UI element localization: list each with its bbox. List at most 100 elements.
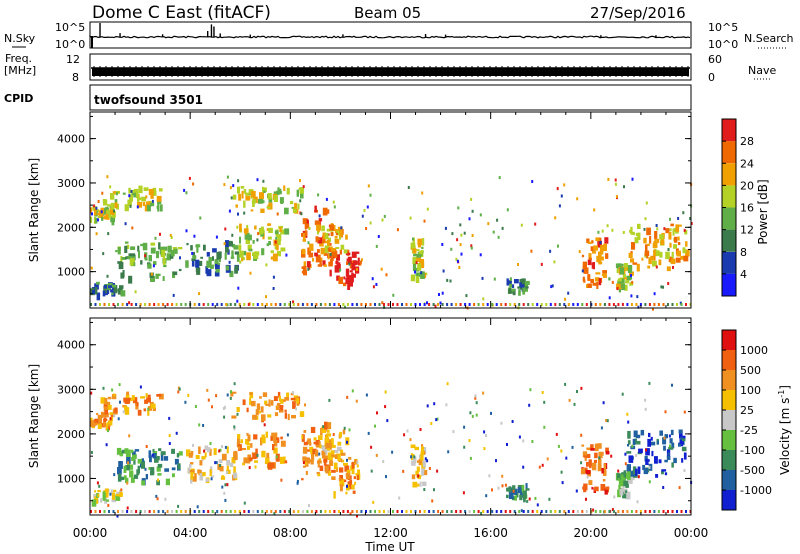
power-cell bbox=[276, 234, 280, 238]
velocity-ytick-label: 2000 bbox=[57, 428, 85, 441]
power-cell bbox=[612, 303, 615, 306]
power-cell bbox=[592, 262, 595, 270]
velocity-cell bbox=[291, 415, 296, 419]
power-cell bbox=[252, 200, 255, 207]
velocity-cell bbox=[360, 510, 363, 513]
velocity-colorbar-tick-label: -1000 bbox=[740, 484, 772, 497]
velocity-cell bbox=[414, 446, 419, 451]
velocity-cell bbox=[471, 414, 474, 418]
velocity-cell bbox=[230, 391, 234, 397]
velocity-cell bbox=[459, 510, 462, 513]
velocity-cell bbox=[580, 386, 583, 390]
power-cell bbox=[270, 250, 274, 254]
power-cell bbox=[162, 276, 165, 281]
velocity-cell bbox=[141, 458, 144, 463]
velocity-cell bbox=[663, 436, 666, 440]
power-cell bbox=[166, 303, 169, 306]
power-cell bbox=[243, 200, 246, 208]
velocity-cell bbox=[594, 486, 599, 492]
power-cell bbox=[346, 275, 350, 282]
velocity-cell bbox=[392, 510, 394, 513]
power-cell bbox=[286, 187, 290, 195]
velocity-cell bbox=[192, 443, 194, 447]
power-cell bbox=[615, 195, 618, 199]
velocity-cell bbox=[313, 437, 317, 441]
velocity-cell bbox=[223, 405, 226, 409]
velocity-cell bbox=[620, 474, 626, 482]
power-cell bbox=[169, 234, 172, 237]
power-cell bbox=[652, 260, 657, 267]
power-cell bbox=[616, 283, 621, 290]
power-cell bbox=[314, 205, 317, 213]
velocity-cell bbox=[518, 510, 521, 513]
power-cell bbox=[162, 257, 166, 265]
velocity-cell bbox=[125, 465, 130, 471]
velocity-cell bbox=[248, 457, 253, 461]
velocity-cell bbox=[219, 464, 221, 467]
velocity-cell bbox=[314, 449, 319, 457]
velocity-cell bbox=[243, 501, 246, 505]
velocity-cell bbox=[419, 481, 422, 487]
power-cell bbox=[97, 200, 100, 203]
power-cell bbox=[300, 192, 304, 199]
power-cell bbox=[616, 268, 619, 273]
velocity-cell bbox=[664, 459, 668, 463]
power-cell bbox=[428, 303, 431, 306]
velocity-cell bbox=[102, 422, 106, 427]
velocity-cell bbox=[598, 459, 602, 464]
velocity-cell bbox=[339, 484, 343, 492]
power-cell bbox=[275, 236, 278, 240]
velocity-cell bbox=[326, 448, 330, 451]
velocity-cell bbox=[446, 510, 449, 513]
power-cell bbox=[265, 303, 268, 306]
velocity-cell bbox=[270, 400, 274, 406]
power-cell bbox=[158, 188, 163, 192]
power-cell bbox=[245, 192, 250, 196]
power-cell bbox=[316, 238, 321, 241]
velocity-cell bbox=[116, 493, 120, 497]
power-cell bbox=[172, 271, 178, 276]
power-cell bbox=[508, 281, 512, 285]
power-cell bbox=[239, 250, 244, 258]
power-cell bbox=[130, 246, 136, 250]
power-cell bbox=[130, 258, 135, 263]
power-cell bbox=[363, 208, 366, 212]
velocity-cell bbox=[331, 476, 336, 480]
power-cell bbox=[317, 193, 320, 197]
velocity-cell bbox=[214, 461, 217, 465]
velocity-cell bbox=[155, 494, 158, 498]
power-cell bbox=[267, 236, 272, 240]
power-cell bbox=[321, 225, 325, 232]
velocity-cell bbox=[249, 391, 254, 399]
velocity-cell bbox=[422, 481, 427, 486]
power-cell bbox=[412, 263, 417, 272]
power-cell bbox=[198, 260, 203, 266]
velocity-cell bbox=[265, 403, 270, 406]
velocity-cell bbox=[111, 394, 117, 400]
power-cell bbox=[396, 228, 399, 232]
velocity-cell bbox=[284, 412, 287, 419]
power-cell bbox=[118, 262, 124, 270]
power-cell bbox=[360, 260, 362, 264]
power-cell bbox=[673, 236, 678, 243]
velocity-cell bbox=[233, 425, 236, 429]
velocity-cell bbox=[135, 510, 138, 513]
power-cell bbox=[139, 303, 142, 306]
velocity-cell bbox=[249, 397, 252, 405]
velocity-cell bbox=[522, 492, 525, 500]
power-cell bbox=[626, 275, 631, 281]
velocity-cell bbox=[274, 412, 279, 417]
velocity-cell bbox=[681, 458, 684, 463]
velocity-cell bbox=[345, 472, 351, 480]
power-cell bbox=[553, 260, 556, 264]
power-cell bbox=[334, 265, 340, 273]
velocity-cell bbox=[428, 510, 431, 513]
power-cell bbox=[598, 251, 602, 260]
power-cell bbox=[299, 187, 304, 194]
velocity-cell bbox=[207, 398, 210, 402]
velocity-cell bbox=[602, 401, 605, 405]
velocity-cell bbox=[110, 414, 115, 418]
power-cell bbox=[463, 231, 466, 235]
velocity-cell bbox=[284, 409, 287, 413]
velocity-cell bbox=[115, 496, 120, 501]
